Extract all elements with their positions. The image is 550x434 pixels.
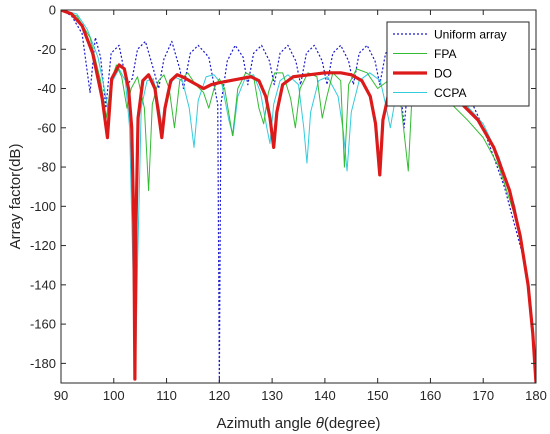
y-tick-label: -100 [30, 199, 56, 214]
x-tick-label: 160 [420, 388, 442, 403]
y-tick-label: -60 [37, 120, 56, 135]
y-tick-label: -180 [30, 356, 56, 371]
axes-box [60, 9, 537, 384]
x-tick-label: 110 [156, 388, 177, 403]
y-tick-label: -160 [30, 317, 56, 332]
y-tick-label: -20 [37, 42, 56, 57]
x-tick-label: 180 [525, 388, 547, 403]
legend-label: FPA [434, 47, 456, 61]
y-axis-label: Array factor(dB) [7, 144, 24, 250]
y-tick-label: -80 [37, 160, 56, 175]
axes: 90 100 110 120 130 140 150 160 170 180 0 -20 -40 -60 -… [30, 3, 547, 404]
x-tick-label: 90 [54, 388, 68, 403]
x-axis-label: Azimuth angle θ(degree) [216, 415, 380, 432]
y-tick-label: -40 [37, 81, 56, 96]
y-tick-label: 0 [49, 3, 56, 18]
x-tick-label: 150 [367, 388, 389, 403]
x-axis-label-suffix: (degree) [324, 415, 381, 432]
y-tick-label: -120 [30, 238, 56, 253]
x-tick-label: 100 [103, 388, 125, 403]
x-tick-label: 130 [261, 388, 283, 403]
legend-label: Uniform array [434, 28, 507, 42]
x-axis-label-symbol: θ [316, 415, 324, 432]
x-tick-label: 140 [314, 388, 336, 403]
legend-label: CCPA [434, 86, 466, 100]
legend-label: DO [434, 67, 452, 81]
y-tick-label: -140 [30, 277, 56, 292]
x-axis-label-prefix: Azimuth angle [216, 415, 315, 432]
legend: Uniform array FPA DO CCPA [386, 21, 530, 107]
x-tick-label: 170 [472, 388, 494, 403]
x-tick-label: 120 [208, 388, 230, 403]
